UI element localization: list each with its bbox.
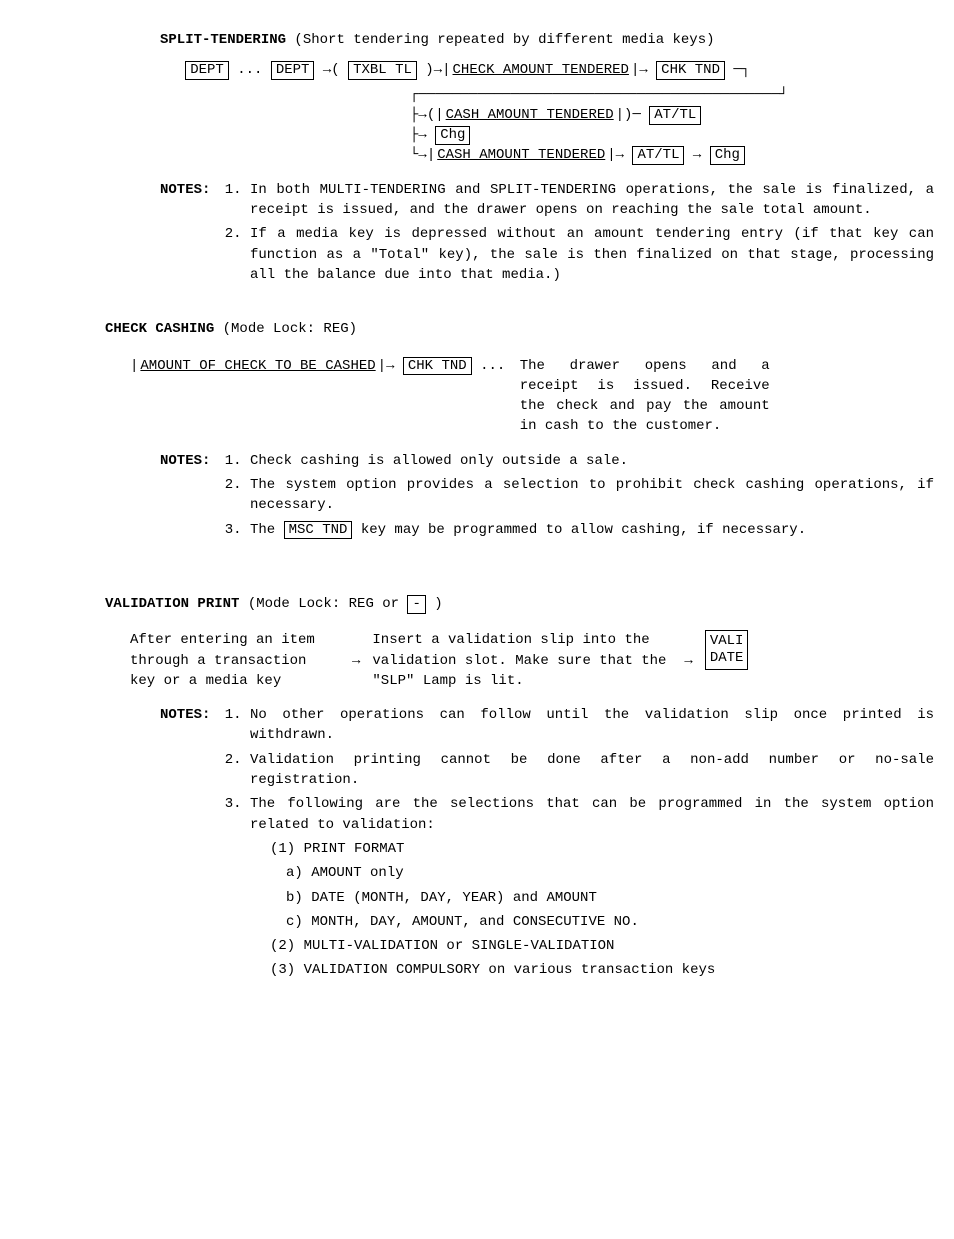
note-item: In both MULTI-TENDERING and SPLIT-TENDER… xyxy=(250,180,934,221)
arrow-icon: → xyxy=(434,62,442,78)
entry-cash-amount: CASH AMOUNT TENDERED xyxy=(444,107,616,123)
key-dept: DEPT xyxy=(185,61,229,80)
entry-check-amount: CHECK AMOUNT TENDERED xyxy=(451,62,631,78)
key-txbl-tl: TXBL TL xyxy=(348,61,417,80)
key-at-tl: AT/TL xyxy=(649,106,701,125)
entry-check-cash-amount: AMOUNT OF CHECK TO BE CASHED xyxy=(138,358,377,374)
section-header: SPLIT-TENDERING (Short tendering repeate… xyxy=(160,30,934,50)
arrow-icon: → xyxy=(639,62,647,78)
key-chk-tnd: CHK TND xyxy=(403,357,472,376)
key-dept: DEPT xyxy=(271,61,315,80)
notes-block: NOTES: No other operations can follow un… xyxy=(160,705,934,985)
notes-label: NOTES: xyxy=(160,451,230,544)
title: VALIDATION PRINT xyxy=(105,596,239,612)
note-item: Check cashing is allowed only outside a … xyxy=(250,451,934,471)
sub-item: a) AMOUNT only xyxy=(286,863,934,883)
mode-lock: (Mode Lock: REG) xyxy=(214,321,357,337)
flow-branch-connector: ┌───────────────────────────────────────… xyxy=(410,85,934,105)
flow-step-1: After entering an item through a transac… xyxy=(130,630,340,691)
note-text: The following are the selections that ca… xyxy=(250,796,934,832)
section-split-tendering: SPLIT-TENDERING (Short tendering repeate… xyxy=(120,30,934,289)
section-header: CHECK CASHING (Mode Lock: REG) xyxy=(105,319,934,339)
notes-block: NOTES: In both MULTI-TENDERING and SPLIT… xyxy=(160,180,934,289)
arrow-icon: → xyxy=(418,147,426,163)
section-check-cashing: CHECK CASHING (Mode Lock: REG) |AMOUNT O… xyxy=(120,319,934,544)
notes-body: No other operations can follow until the… xyxy=(230,705,934,985)
note-item: If a media key is depressed without an a… xyxy=(250,224,934,285)
flow-row: |AMOUNT OF CHECK TO BE CASHED|→ CHK TND … xyxy=(130,356,934,437)
sub-item: b) DATE (MONTH, DAY, YEAR) and AMOUNT xyxy=(286,888,934,908)
flow-row-1: DEPT ... DEPT →( TXBL TL )→|CHECK AMOUNT… xyxy=(160,60,934,80)
note-item: The following are the selections that ca… xyxy=(250,794,934,980)
arrow-icon: → xyxy=(693,147,701,163)
title: SPLIT-TENDERING xyxy=(160,32,286,48)
note-item: The MSC TND key may be programmed to all… xyxy=(250,520,934,540)
flow-branch-3: └→|CASH AMOUNT TENDERED|→ AT/TL → Chg xyxy=(410,145,934,165)
arrow-icon: → xyxy=(386,358,394,374)
key-line-2: DATE xyxy=(710,650,744,666)
notes-block: NOTES: Check cashing is allowed only out… xyxy=(160,451,934,544)
arrow-icon: → xyxy=(418,127,426,143)
sub-item: (1) PRINT FORMAT xyxy=(270,839,934,859)
sub-list-alpha: a) AMOUNT only b) DATE (MONTH, DAY, YEAR… xyxy=(250,863,934,932)
flow-description: The drawer opens and a receipt is issued… xyxy=(520,356,770,437)
section-validation-print: VALIDATION PRINT (Mode Lock: REG or - ) … xyxy=(120,594,934,985)
sub-list: (2) MULTI-VALIDATION or SINGLE-VALIDATIO… xyxy=(250,936,934,981)
key-at-tl: AT/TL xyxy=(632,146,684,165)
notes-label: NOTES: xyxy=(160,180,230,289)
sub-item: (3) VALIDATION COMPULSORY on various tra… xyxy=(270,960,934,980)
subtitle: (Short tendering repeated by different m… xyxy=(286,32,714,48)
flow-row: After entering an item through a transac… xyxy=(130,630,934,691)
note-text: key may be programmed to allow cashing, … xyxy=(352,522,806,538)
mode-close: ) xyxy=(426,596,443,612)
flow-branch-2: ├→ Chg xyxy=(410,125,934,145)
key-msc-tnd: MSC TND xyxy=(284,521,353,540)
sub-item: (2) MULTI-VALIDATION or SINGLE-VALIDATIO… xyxy=(270,936,934,956)
entry-cash-amount: CASH AMOUNT TENDERED xyxy=(435,147,607,163)
section-header: VALIDATION PRINT (Mode Lock: REG or - ) xyxy=(105,594,934,614)
flow-step-2: Insert a validation slip into the valida… xyxy=(372,630,672,691)
arrow-icon: → xyxy=(684,651,692,671)
note-text: The xyxy=(250,522,284,538)
arrow-icon: → xyxy=(616,147,624,163)
key-chk-tnd: CHK TND xyxy=(656,61,725,80)
notes-body: In both MULTI-TENDERING and SPLIT-TENDER… xyxy=(230,180,934,289)
notes-body: Check cashing is allowed only outside a … xyxy=(230,451,934,544)
title: CHECK CASHING xyxy=(105,321,214,337)
key-vali-date: VALI DATE xyxy=(705,630,749,670)
note-item: No other operations can follow until the… xyxy=(250,705,934,746)
key-chg: Chg xyxy=(710,146,745,165)
key-chg: Chg xyxy=(435,126,470,145)
ellipsis: ... xyxy=(229,62,271,78)
sub-item: c) MONTH, DAY, AMOUNT, and CONSECUTIVE N… xyxy=(286,912,934,932)
key-minus: - xyxy=(407,595,425,614)
ellipsis: ... xyxy=(472,358,514,374)
note-item: The system option provides a selection t… xyxy=(250,475,934,516)
mode-lock: (Mode Lock: REG or xyxy=(239,596,407,612)
sub-list: (1) PRINT FORMAT xyxy=(250,839,934,859)
note-item: Validation printing cannot be done after… xyxy=(250,750,934,791)
arrow-icon: → xyxy=(323,62,331,78)
flow-branch-1: ├→(|CASH AMOUNT TENDERED|)─ AT/TL xyxy=(410,105,934,125)
arrow-icon: → xyxy=(352,651,360,671)
key-line-1: VALI xyxy=(710,633,744,649)
arrow-icon: → xyxy=(418,107,426,123)
notes-label: NOTES: xyxy=(160,705,230,985)
